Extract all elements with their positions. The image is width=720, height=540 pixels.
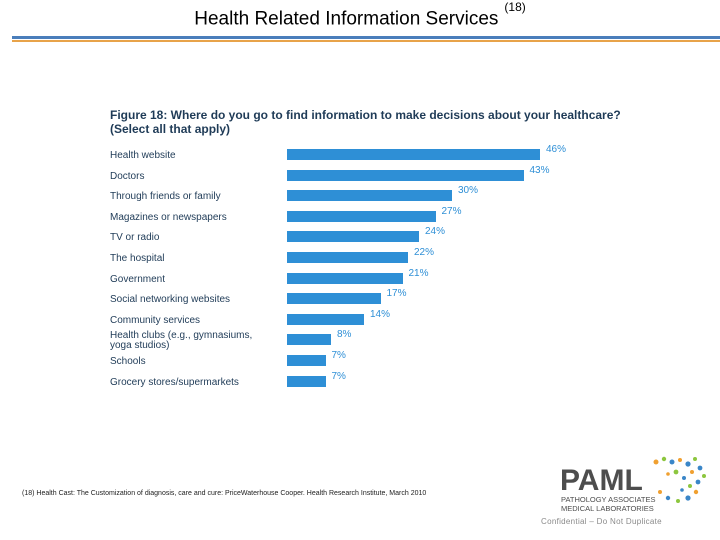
bar xyxy=(287,272,403,284)
category-label: Health clubs (e.g., gymnasiums, yoga stu… xyxy=(110,330,253,352)
bar xyxy=(287,252,408,263)
category-label: Magazines or newspapers xyxy=(110,211,227,223)
bar xyxy=(287,355,326,366)
category-label: Social networking websites xyxy=(110,294,231,306)
bar-value-label: 7% xyxy=(331,370,346,382)
confidential-notice: Confidential – Do Not Duplicate xyxy=(541,517,662,526)
bar-value-label: 43% xyxy=(529,164,550,176)
category-label: The hospital xyxy=(110,253,165,264)
figure-title: Figure 18: Where do you go to find infor… xyxy=(110,108,621,136)
bar xyxy=(287,169,524,181)
paml-logo: PAML PATHOLOGY ASSOCIATES MEDICAL LABORA… xyxy=(560,456,706,513)
logo-brand-text: PAML xyxy=(560,464,643,497)
category-label: Community services xyxy=(110,314,201,326)
category-label: Health website xyxy=(110,150,176,161)
bar-value-label: 46% xyxy=(546,144,567,155)
category-label: Doctors xyxy=(110,170,145,182)
bar xyxy=(287,210,436,222)
bar-value-label: 7% xyxy=(331,350,346,361)
bar xyxy=(287,334,331,346)
header-rule-blue xyxy=(12,36,720,39)
bar xyxy=(287,190,452,202)
bar-value-label: 8% xyxy=(337,329,352,341)
slide-title-reference: (18) xyxy=(504,0,526,14)
logo-dots xyxy=(653,456,706,503)
bar xyxy=(287,149,540,160)
bar xyxy=(287,375,326,387)
category-label: Schools xyxy=(110,356,146,367)
bar-value-label: 17% xyxy=(386,288,407,300)
slide-title-text: Health Related Information Services xyxy=(194,8,499,30)
bar-value-label: 27% xyxy=(441,205,462,217)
bar-value-label: 30% xyxy=(458,185,479,197)
logo-line-1: PATHOLOGY ASSOCIATES xyxy=(561,495,655,504)
slide-title: Health Related Information Services (18) xyxy=(0,0,720,30)
bar-value-label: 24% xyxy=(425,226,446,238)
bar xyxy=(287,231,419,243)
category-label: Government xyxy=(110,273,166,285)
bar-value-label: 21% xyxy=(408,267,429,279)
category-label: Through friends or family xyxy=(110,191,221,203)
category-label: TV or radio xyxy=(110,232,160,244)
logo-line-2: MEDICAL LABORATORIES xyxy=(561,504,654,513)
bar-value-label: 22% xyxy=(414,247,435,258)
footnote: (18) Health Cast: The Customization of d… xyxy=(22,490,427,497)
header-rule-orange xyxy=(12,40,720,42)
bar xyxy=(287,313,364,325)
category-label: Grocery stores/supermarkets xyxy=(110,376,239,388)
bar-value-label: 14% xyxy=(370,308,391,320)
bar xyxy=(287,293,381,305)
